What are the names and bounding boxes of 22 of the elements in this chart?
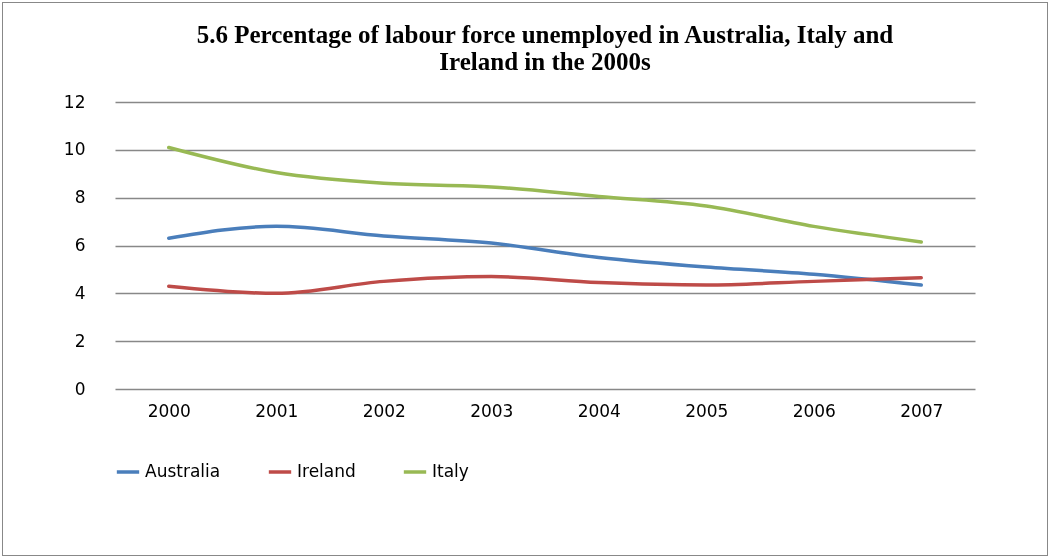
y-tick-label: 10	[63, 139, 86, 160]
x-tick-label: 2000	[147, 400, 191, 421]
y-tick-label: 4	[74, 282, 86, 303]
line-series	[167, 145, 923, 244]
line-series	[167, 224, 923, 287]
y-tick-label: 12	[63, 91, 86, 112]
x-tick-label: 2006	[792, 400, 836, 421]
legend-label: Australia	[145, 461, 221, 481]
x-tick-label: 2004	[577, 400, 621, 421]
line-series	[167, 274, 923, 296]
x-tick-label: 2001	[255, 400, 299, 421]
y-tick-label: 0	[74, 378, 86, 399]
x-tick-label: 2005	[685, 400, 729, 421]
x-tick-label: 2002	[362, 400, 406, 421]
x-tick-label: 2003	[470, 400, 514, 421]
x-tick-label: 2007	[900, 400, 944, 421]
legend-label: Italy	[432, 461, 469, 481]
y-tick-label: 2	[74, 330, 86, 351]
y-tick-label: 8	[74, 187, 86, 208]
y-tick-label: 6	[74, 235, 86, 255]
legend-label: Ireland	[297, 461, 356, 481]
chart-title: 5.6 Percentage of labour force unemployed in Australia, Italy and Ireland in the 2000s	[196, 21, 894, 75]
